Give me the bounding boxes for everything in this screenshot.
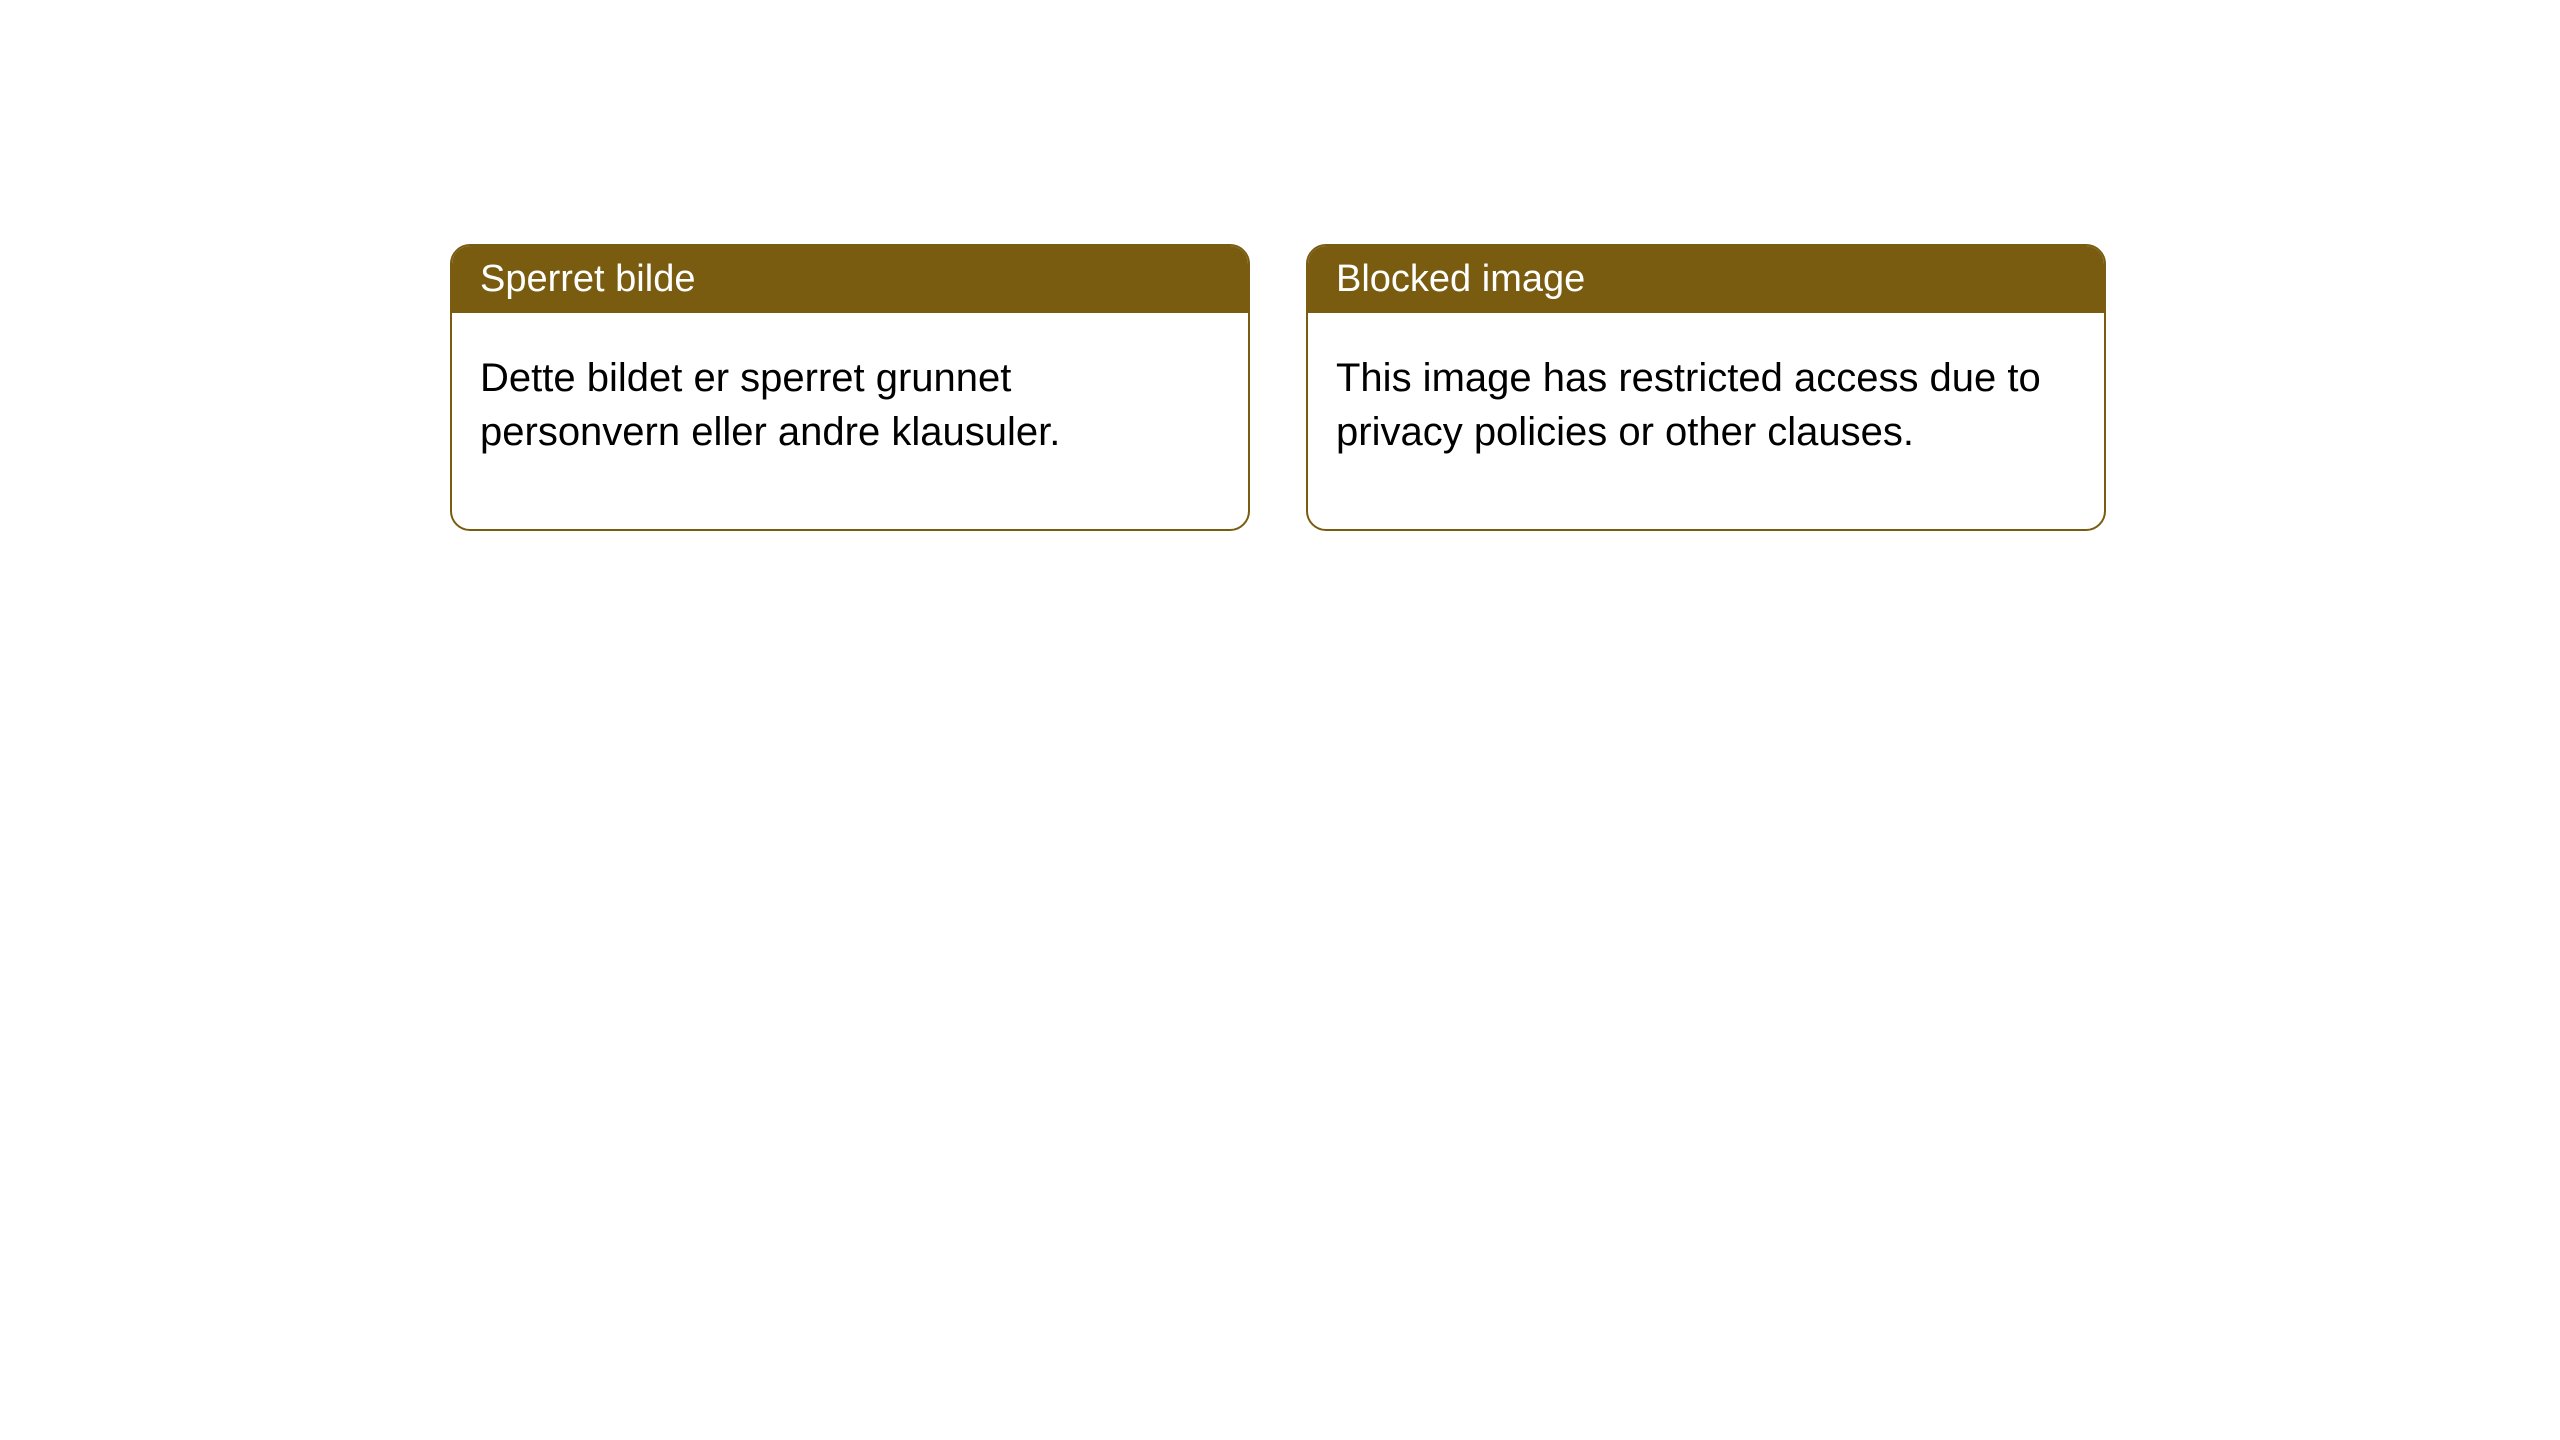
- card-body-text: Dette bildet er sperret grunnet personve…: [480, 356, 1060, 454]
- card-body-english: This image has restricted access due to …: [1308, 313, 2104, 529]
- card-title: Blocked image: [1336, 258, 1585, 300]
- notice-cards-container: Sperret bilde Dette bildet er sperret gr…: [450, 244, 2106, 531]
- card-header-english: Blocked image: [1308, 246, 2104, 313]
- blocked-image-card-norwegian: Sperret bilde Dette bildet er sperret gr…: [450, 244, 1250, 531]
- card-title: Sperret bilde: [480, 258, 695, 300]
- card-body-text: This image has restricted access due to …: [1336, 356, 2041, 454]
- blocked-image-card-english: Blocked image This image has restricted …: [1306, 244, 2106, 531]
- card-body-norwegian: Dette bildet er sperret grunnet personve…: [452, 313, 1248, 529]
- card-header-norwegian: Sperret bilde: [452, 246, 1248, 313]
